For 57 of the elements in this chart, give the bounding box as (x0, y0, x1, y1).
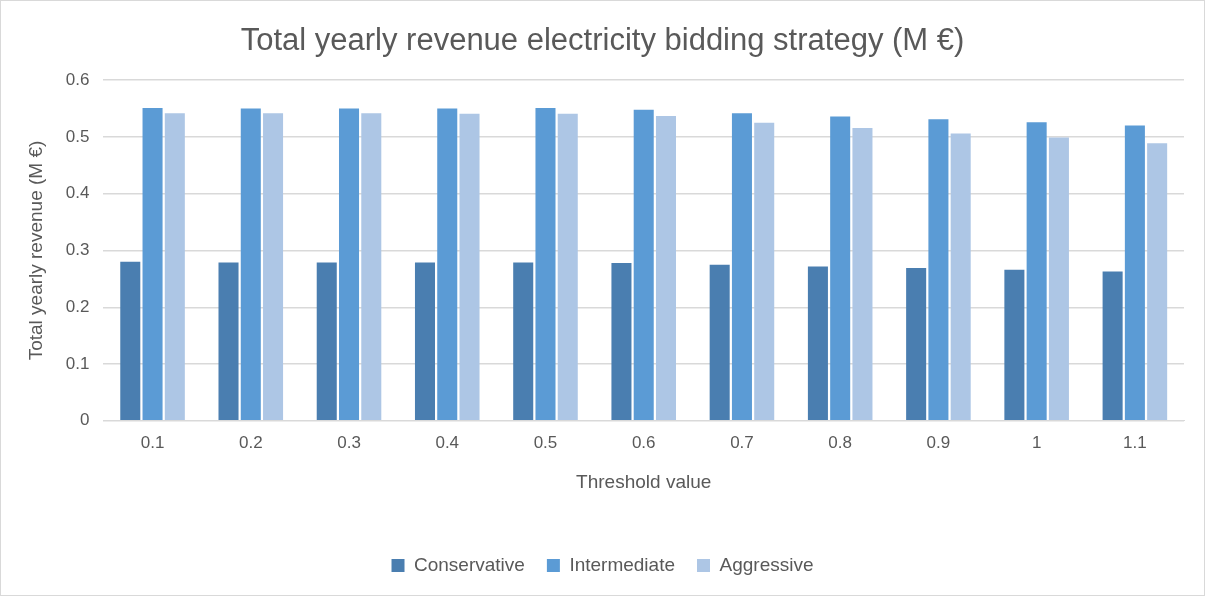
x-tick-label: 1 (1031, 432, 1042, 452)
bar (1124, 125, 1145, 421)
bar (513, 262, 534, 421)
bar (852, 127, 873, 421)
bar (316, 262, 337, 421)
legend-label: Conservative (414, 553, 525, 575)
bar (1004, 269, 1025, 421)
y-tick-label: 0.3 (65, 240, 90, 260)
bar (535, 108, 556, 421)
bar (459, 113, 480, 421)
chart-title: Total yearly revenue electricity bidding strategy (M €) (240, 22, 965, 58)
bar (807, 266, 828, 421)
y-tick-label: 0.1 (65, 353, 90, 373)
bar (906, 268, 927, 421)
legend-label: Intermediate (569, 553, 676, 575)
x-axis-title: Threshold value (576, 470, 712, 492)
x-tick-label: 0.6 (631, 432, 656, 452)
legend-label: Aggressive (719, 553, 814, 575)
x-tick-label: 1.1 (1123, 432, 1147, 452)
bar (830, 116, 851, 421)
bar (754, 122, 775, 421)
bar (361, 113, 382, 421)
bar (240, 108, 261, 421)
bar (120, 261, 141, 421)
y-tick-label: 0.5 (65, 126, 90, 146)
bar (1147, 143, 1168, 421)
x-tick-label: 0.9 (926, 432, 951, 452)
y-tick-label: 0.2 (65, 296, 90, 316)
bar (339, 108, 360, 421)
bar (731, 113, 752, 421)
x-tick-label: 0.2 (238, 432, 263, 452)
y-tick-label: 0.4 (65, 183, 90, 203)
bar (263, 113, 284, 421)
bar (950, 133, 971, 421)
bar (142, 108, 163, 421)
x-tick-label: 0.5 (533, 432, 558, 452)
bar (633, 109, 654, 421)
bar (928, 119, 949, 421)
bar (437, 108, 458, 421)
bar (709, 264, 730, 421)
y-tick-label: 0.6 (65, 69, 90, 89)
bar (611, 262, 632, 421)
y-tick-label: 0 (79, 410, 90, 430)
bar (1102, 271, 1123, 421)
bar (557, 113, 578, 421)
x-tick-label: 0.8 (828, 432, 852, 452)
x-tick-label: 0.3 (337, 432, 361, 452)
y-axis-title: Total yearly revenue (M €) (24, 140, 46, 361)
x-tick-label: 0.1 (140, 432, 165, 452)
bar (655, 115, 676, 421)
x-tick-label: 0.7 (730, 432, 754, 452)
bar (1048, 137, 1069, 421)
bar (1026, 122, 1047, 421)
x-tick-label: 0.4 (435, 432, 460, 452)
bar (164, 113, 185, 421)
bar (218, 262, 239, 421)
bar (414, 262, 435, 421)
